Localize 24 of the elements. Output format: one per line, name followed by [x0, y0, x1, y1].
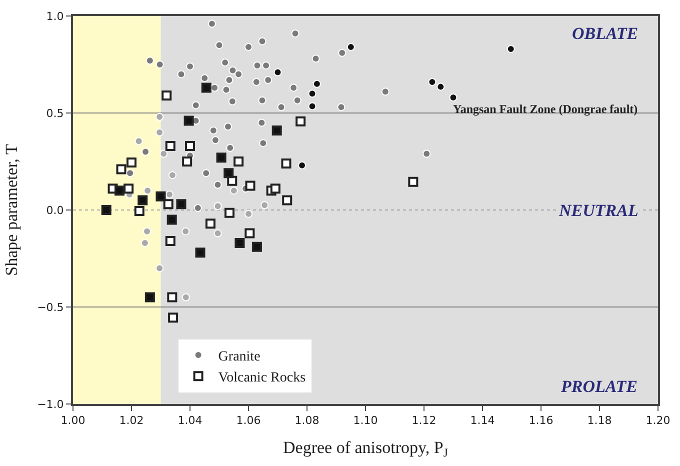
- legend-label: Granite: [218, 349, 260, 364]
- x-tick-label: 1.20: [646, 414, 670, 428]
- y-tick-label: 0.5: [46, 106, 64, 120]
- x-tick-label: 1.06: [236, 414, 261, 428]
- x-tick-label: 1.00: [60, 414, 86, 428]
- x-tick-label: 1.02: [119, 414, 144, 428]
- y-tick-label: −0.5: [37, 300, 64, 314]
- x-axis-title: Degree of anisotropy, P$_{J}$: [283, 438, 448, 460]
- x-tick-label: 1.14: [470, 414, 495, 428]
- y-tick-label: 0.0: [46, 204, 64, 217]
- x-tick-label: 1.04: [178, 414, 202, 428]
- x-tick-label: 1.16: [528, 414, 554, 428]
- annotation: OBLATE: [572, 24, 638, 43]
- y-tick-label: 1.0: [46, 10, 64, 23]
- annotation: PROLATE: [560, 377, 638, 396]
- x-tick-label: 1.10: [353, 414, 378, 428]
- y-axis-title: Shape parameter, T: [2, 144, 22, 276]
- legend-label: Volcanic Rocks: [218, 370, 306, 386]
- ref-line-label: NEUTRAL: [558, 201, 638, 220]
- x-tick-label: 1.18: [587, 414, 612, 428]
- y-tick-label: −1.0: [37, 398, 64, 411]
- x-tick-label: 1.08: [294, 414, 320, 428]
- x-tick-label: 1.12: [412, 414, 436, 428]
- annotation: Yangsan Fault Zone (Dongrae fault): [453, 102, 638, 116]
